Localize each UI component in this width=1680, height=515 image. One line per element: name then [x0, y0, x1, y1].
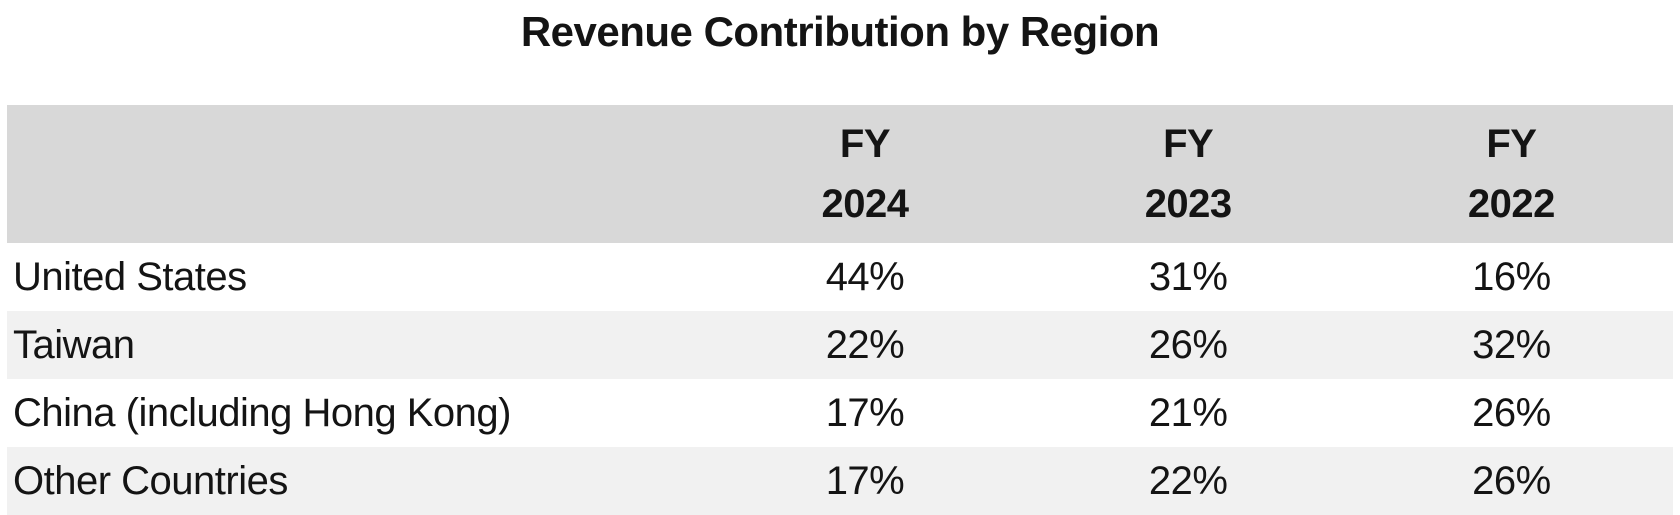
cell-value: 31% [1148, 254, 1228, 299]
cell-value: 32% [1472, 322, 1551, 367]
header-fy2023-line2: 2023 [1144, 182, 1232, 226]
cell-value: 16% [1472, 254, 1551, 299]
header-fy2024: FY 2024 [703, 105, 1027, 243]
header-fy2024-line1: FY [839, 122, 891, 166]
table-row-taiwan: Taiwan 22% 26% 32% [7, 311, 1673, 379]
cell-value: 44% [825, 254, 905, 299]
cell-value: 26% [1472, 390, 1551, 435]
cell-value: 17% [825, 458, 905, 503]
cell-value: 22% [825, 322, 905, 367]
header-fy2023-line1: FY [1163, 122, 1214, 166]
table-row-other-countries: Other Countries 17% 22% 26% [7, 447, 1673, 515]
header-fy2023: FY 2023 [1026, 105, 1350, 243]
cell-value: 26% [1472, 458, 1551, 503]
cell-value: 22% [1148, 458, 1228, 503]
cell-value: 21% [1148, 390, 1228, 435]
cell-value: 17% [825, 390, 905, 435]
row-label: Taiwan [13, 322, 135, 367]
page-title: Revenue Contribution by Region [520, 8, 1160, 55]
header-fy2024-line2: 2024 [821, 182, 909, 226]
header-fy2022-line2: 2022 [1467, 182, 1555, 226]
table-body: United States 44% 31% 16% Taiwan 22% 26%… [7, 243, 1673, 515]
table-header: FY 2024 FY 2023 FY 2022 [7, 105, 1673, 243]
row-label: United States [13, 254, 247, 299]
table-row-united-states: United States 44% 31% 16% [7, 243, 1673, 311]
header-fy2022: FY 2022 [1349, 105, 1673, 243]
table-row-china: China (including Hong Kong) 17% 21% 26% [7, 379, 1673, 447]
row-label: China (including Hong Kong) [13, 390, 511, 435]
cell-value: 26% [1148, 322, 1228, 367]
header-fy2022-line1: FY [1486, 122, 1537, 166]
row-label: Other Countries [13, 458, 288, 503]
region-table-container: FY 2024 FY 2023 FY 2022 United States [7, 105, 1673, 515]
header-corner-cell [7, 105, 704, 243]
revenue-contribution-table: FY 2024 FY 2023 FY 2022 United States [7, 105, 1673, 515]
header-row: FY 2024 FY 2023 FY 2022 [7, 105, 1673, 243]
